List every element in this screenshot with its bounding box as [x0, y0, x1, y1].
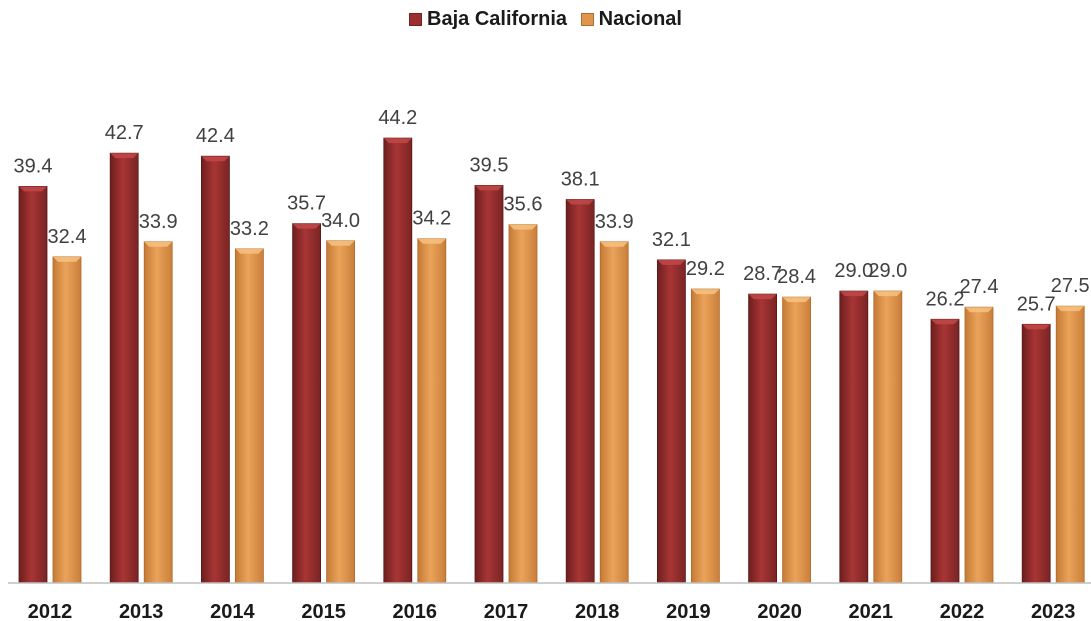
bar-baja-california-2017 [474, 184, 504, 584]
bar-nacional-2020 [782, 296, 811, 584]
value-label-nacional-2019: 29.2 [686, 258, 725, 280]
legend: Baja California Nacional [0, 8, 1091, 32]
bar-baja-california-2021 [839, 290, 869, 584]
value-label-nacional-2015: 34.0 [321, 210, 360, 232]
bar-cap-nacional-2013 [144, 241, 173, 247]
bar-nacional-2016 [417, 238, 447, 584]
value-label-baja-california-2021: 29.0 [834, 260, 873, 282]
bar-nacional-2021 [873, 290, 903, 584]
bar-cap-baja-california-2021 [839, 291, 868, 297]
value-label-baja-california-2013: 42.7 [105, 122, 144, 144]
x-tick-label-2019: 2019 [666, 601, 711, 621]
bar-cap-baja-california-2022 [931, 319, 959, 325]
bar-cap-nacional-2014 [235, 248, 264, 254]
bar-cap-baja-california-2012 [19, 186, 47, 192]
bar-nacional-2013 [143, 241, 173, 584]
value-label-nacional-2017: 35.6 [504, 194, 543, 216]
value-label-nacional-2023: 27.5 [1051, 275, 1090, 297]
value-label-baja-california-2018: 38.1 [561, 168, 600, 190]
bar-nacional-2017 [508, 224, 538, 584]
bar-nacional-2018 [599, 241, 629, 584]
x-tick-label-2014: 2014 [210, 601, 255, 621]
bar-cap-baja-california-2017 [475, 185, 503, 191]
bar-cap-nacional-2012 [53, 256, 81, 262]
bar-cap-baja-california-2013 [110, 153, 139, 159]
bar-cap-nacional-2016 [417, 238, 446, 244]
bar-cap-baja-california-2015 [292, 223, 321, 229]
value-label-nacional-2022: 27.4 [960, 276, 999, 298]
value-label-baja-california-2023: 25.7 [1017, 293, 1056, 315]
legend-label-baja-california: Baja California [427, 8, 568, 30]
value-label-baja-california-2016: 44.2 [378, 107, 417, 129]
legend-item-baja-california: Baja California [409, 8, 567, 31]
bar-baja-california-2015 [292, 223, 322, 584]
bar-cap-nacional-2019 [691, 289, 720, 295]
value-label-nacional-2018: 33.9 [595, 211, 634, 233]
x-tick-label-2013: 2013 [119, 601, 164, 621]
value-label-baja-california-2017: 39.5 [470, 154, 509, 176]
bar-baja-california-2016 [383, 137, 413, 584]
value-label-baja-california-2020: 28.7 [743, 263, 782, 285]
x-tick-label-2012: 2012 [28, 601, 73, 621]
bar-nacional-2012 [52, 256, 82, 584]
value-label-baja-california-2022: 26.2 [926, 288, 965, 310]
bar-cap-baja-california-2023 [1022, 324, 1051, 330]
bar-nacional-2022 [964, 306, 994, 584]
value-label-nacional-2021: 29.0 [868, 260, 907, 282]
bar-cap-baja-california-2019 [657, 259, 686, 265]
value-label-baja-california-2015: 35.7 [287, 193, 326, 215]
bar-cap-nacional-2022 [965, 307, 993, 313]
legend-label-nacional: Nacional [598, 8, 682, 30]
bar-cap-baja-california-2018 [566, 199, 595, 205]
bar-baja-california-2019 [657, 259, 686, 584]
value-label-nacional-2020: 28.4 [777, 266, 816, 288]
bar-cap-nacional-2020 [782, 297, 811, 303]
value-label-baja-california-2019: 32.1 [652, 229, 691, 251]
value-label-nacional-2012: 32.4 [48, 226, 87, 248]
bar-cap-nacional-2017 [509, 224, 537, 230]
value-label-baja-california-2014: 42.4 [196, 125, 235, 147]
bar-baja-california-2012 [18, 186, 48, 584]
x-tick-label-2020: 2020 [757, 601, 802, 621]
x-tick-label-2017: 2017 [484, 601, 529, 621]
legend-swatch-nacional [580, 13, 594, 26]
bar-nacional-2014 [234, 248, 264, 584]
bar-baja-california-2018 [565, 199, 595, 584]
bar-cap-nacional-2018 [600, 241, 629, 247]
legend-swatch-baja-california [409, 13, 423, 26]
x-tick-label-2018: 2018 [575, 601, 620, 621]
x-tick-label-2021: 2021 [849, 601, 894, 621]
bar-nacional-2023 [1055, 305, 1085, 584]
x-tick-label-2016: 2016 [393, 601, 438, 621]
bar-baja-california-2022 [930, 318, 960, 584]
bar-cap-baja-california-2014 [201, 156, 230, 162]
bar-cap-nacional-2015 [326, 240, 355, 246]
bar-cap-nacional-2023 [1056, 306, 1085, 312]
bar-baja-california-2013 [109, 152, 139, 584]
bar-nacional-2019 [691, 288, 720, 584]
bar-cap-baja-california-2020 [748, 294, 777, 300]
bar-baja-california-2020 [748, 293, 777, 584]
value-label-nacional-2016: 34.2 [412, 208, 451, 230]
bar-cap-nacional-2021 [873, 291, 902, 297]
value-label-baja-california-2012: 39.4 [14, 155, 53, 177]
bar-baja-california-2023 [1021, 323, 1051, 584]
x-tick-label-2015: 2015 [301, 601, 346, 621]
bar-cap-baja-california-2016 [383, 138, 412, 144]
bar-nacional-2015 [326, 240, 356, 584]
x-tick-label-2022: 2022 [940, 601, 985, 621]
value-label-nacional-2014: 33.2 [230, 218, 269, 240]
x-tick-label-2023: 2023 [1031, 601, 1076, 621]
bar-baja-california-2014 [200, 155, 230, 584]
legend-item-nacional: Nacional [580, 8, 682, 31]
value-label-nacional-2013: 33.9 [139, 211, 178, 233]
